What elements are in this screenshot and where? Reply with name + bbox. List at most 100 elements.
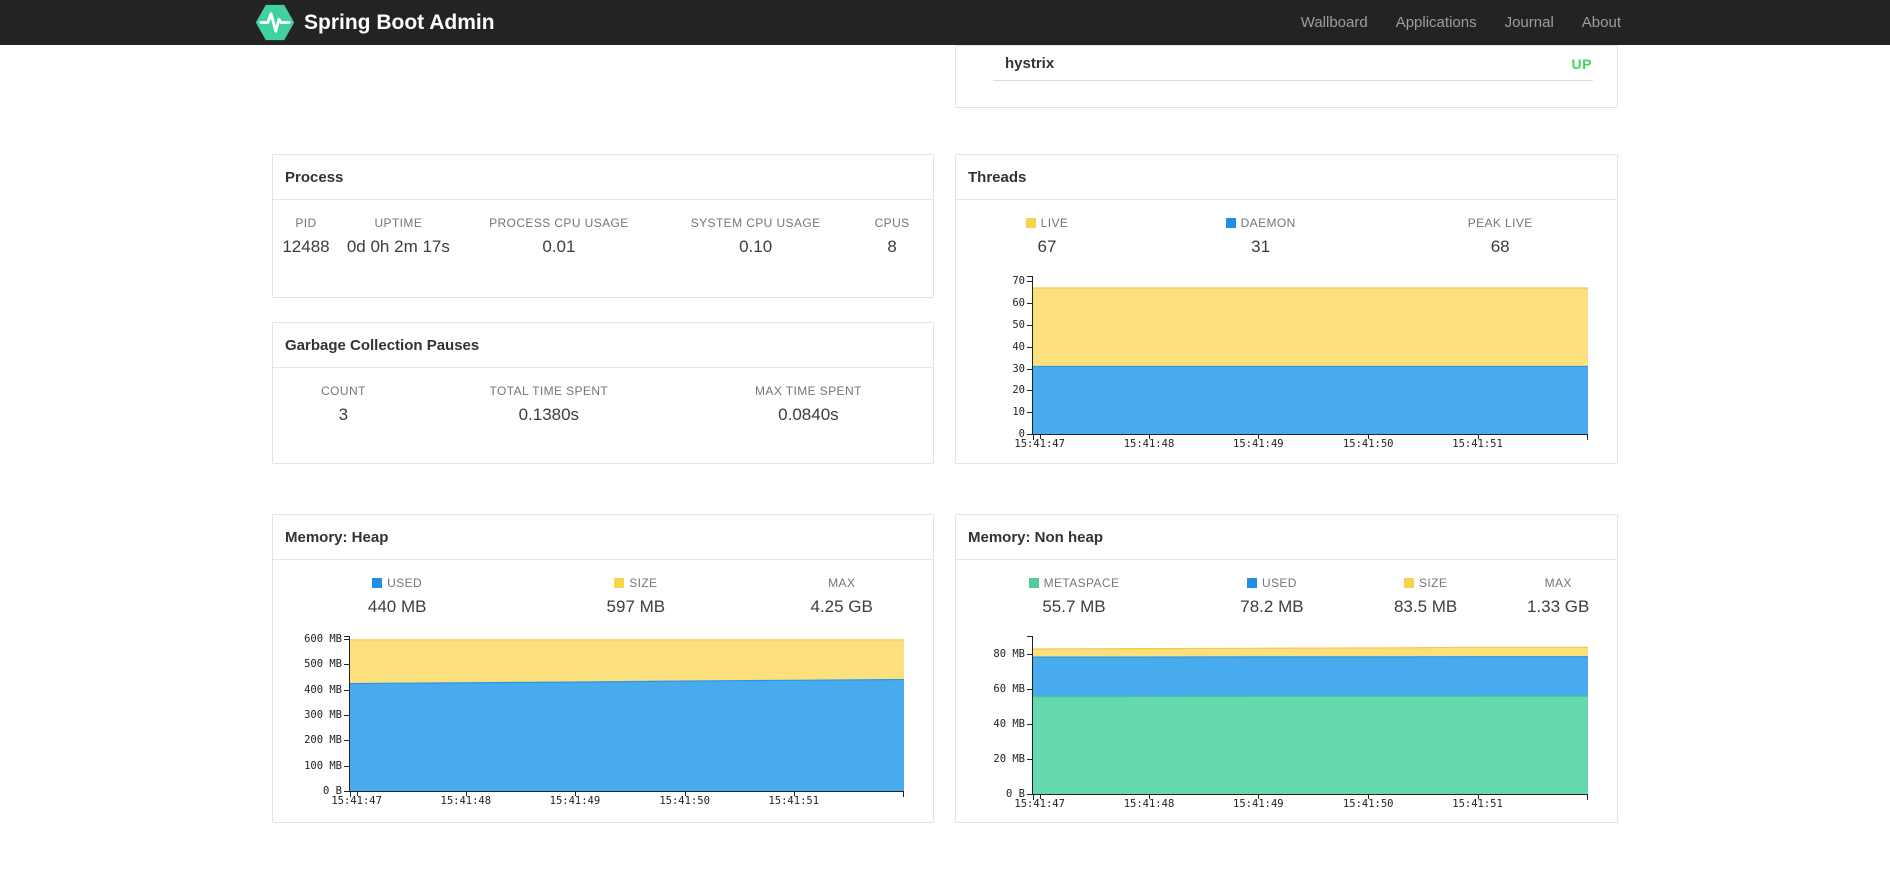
daemon-series-swatch-icon	[1225, 218, 1236, 228]
metric-value: 0.10	[739, 237, 773, 256]
memory-heap-card-title: Memory: Heap	[273, 515, 933, 560]
process-card-title: Process	[273, 155, 933, 200]
x-tick-label: 15:41:51	[1452, 798, 1503, 810]
x-tick-mark	[356, 791, 358, 796]
metric-value: 440 MB	[367, 597, 427, 616]
y-tick-mark	[344, 689, 349, 691]
y-tick-mark	[344, 715, 349, 717]
process-card: Process PID UPTIME PROCESS CPU USAGE SYS…	[272, 154, 934, 298]
y-tick-label: 20	[1012, 384, 1025, 397]
legend-item-used: USED	[273, 560, 521, 590]
metric-value: 0.01	[542, 237, 576, 256]
navbar: Spring Boot Admin Wallboard Applications…	[0, 0, 1890, 45]
y-tick-mark	[1027, 434, 1032, 435]
live-series-swatch-icon	[1025, 218, 1036, 228]
nav-item-wallboard[interactable]: Wallboard	[1300, 14, 1368, 31]
x-tick-label: 15:41:47	[1014, 798, 1065, 810]
area-series-metaspace	[1033, 696, 1588, 794]
y-tick-mark	[1027, 325, 1032, 327]
memory-heap-legend: USED SIZE MAX 440 MB 597 MB 4.25 GB	[273, 560, 933, 627]
y-tick-mark	[1027, 758, 1032, 760]
legend-item-max: MAX	[828, 576, 856, 590]
x-tick-label: 15:41:47	[331, 795, 382, 807]
legend-item-size: SIZE	[1352, 560, 1499, 590]
x-tick-label: 15:41:49	[549, 795, 601, 807]
legend-item-daemon: DAEMON	[1138, 200, 1383, 230]
size-series-swatch-icon	[614, 578, 625, 588]
y-tick-label: 0 B	[323, 785, 342, 797]
x-tick-label: 15:41:51	[768, 795, 820, 807]
left-column: Process PID UPTIME PROCESS CPU USAGE SYS…	[272, 45, 934, 823]
application-status-card: hystrix UP	[955, 45, 1618, 108]
metric-value: 0.1380s	[518, 405, 580, 424]
memory-nonheap-card-title: Memory: Non heap	[956, 515, 1617, 560]
y-tick-label: 300 MB	[304, 709, 342, 722]
axis-end-tick	[344, 636, 350, 637]
gc-card-title: Garbage Collection Pauses	[273, 323, 933, 368]
x-tick-label: 15:41:48	[440, 795, 492, 807]
x-tick-label: 15:41:48	[1123, 438, 1175, 450]
metric-value: 597 MB	[606, 597, 666, 616]
metric-value: 67	[1037, 237, 1057, 256]
x-tick-mark	[1258, 434, 1260, 439]
y-tick-label: 200 MB	[304, 734, 342, 747]
y-tick-label: 500 MB	[304, 658, 342, 671]
size-series-swatch-icon	[1403, 578, 1414, 588]
threads-card-title: Threads	[956, 155, 1617, 200]
area-series-daemon	[1033, 366, 1588, 434]
y-tick-mark	[344, 765, 349, 767]
y-tick-label: 70	[1012, 275, 1025, 288]
y-tick-label: 80 MB	[993, 647, 1025, 660]
y-tick-label: 600 MB	[304, 633, 342, 646]
metric-value: 68	[1490, 237, 1510, 256]
y-tick-label: 40	[1012, 340, 1025, 353]
metric-value: 3	[338, 405, 349, 424]
legend-item-used: USED	[1192, 560, 1352, 590]
x-tick-mark	[684, 791, 686, 796]
area-series-used	[350, 679, 904, 791]
y-tick-label: 60 MB	[993, 682, 1025, 695]
legend-item-size: SIZE	[521, 560, 750, 590]
threads-chart: 0 10 20 30 40 50 60 70 15:41:47 15:41:48 15:41:49 1…	[1012, 275, 1588, 450]
y-tick-mark	[1027, 723, 1032, 725]
metric-label: TOTAL TIME SPENT	[489, 384, 609, 398]
y-tick-mark	[1027, 412, 1032, 414]
x-tick-label: 15:41:50	[1342, 438, 1394, 450]
nav-item-applications[interactable]: Applications	[1395, 14, 1477, 31]
legend-item-max: MAX	[1544, 576, 1572, 590]
y-tick-label: 30	[1012, 362, 1025, 375]
x-tick-mark	[793, 791, 795, 796]
x-tick-mark	[1258, 794, 1260, 799]
application-row[interactable]: hystrix UP	[993, 46, 1593, 81]
y-tick-label: 10	[1012, 406, 1025, 419]
brand-link[interactable]: Spring Boot Admin	[255, 4, 495, 41]
x-tick-mark	[1368, 434, 1370, 439]
x-tick-mark	[465, 791, 467, 796]
x-tick-mark	[1039, 434, 1041, 439]
nav-item-about[interactable]: About	[1581, 14, 1621, 31]
threads-legend: LIVE DAEMON PEAK LIVE 67 31 68	[956, 200, 1617, 267]
y-tick-mark	[344, 639, 349, 641]
threads-card: Threads LIVE DAEMON PEAK LIVE 67 31 68 0…	[955, 154, 1618, 464]
y-tick-label: 100 MB	[304, 759, 342, 772]
y-tick-mark	[1027, 794, 1032, 795]
x-tick-mark	[1039, 794, 1041, 799]
legend-item-peak-live: PEAK LIVE	[1467, 216, 1533, 230]
x-tick-mark	[1368, 794, 1370, 799]
axis-end-tick	[1027, 276, 1033, 277]
y-tick-mark	[1027, 688, 1032, 690]
x-tick-mark	[1148, 794, 1150, 799]
metric-value: 1.33 GB	[1526, 597, 1590, 616]
axis-end-tick	[1587, 794, 1588, 800]
metric-value: 4.25 GB	[810, 597, 873, 616]
x-tick-label: 15:41:50	[659, 795, 710, 807]
x-tick-label: 15:41:47	[1014, 438, 1065, 450]
y-tick-label: 400 MB	[304, 683, 342, 696]
used-series-swatch-icon	[372, 578, 383, 588]
metric-value: 83.5 MB	[1393, 597, 1458, 616]
y-tick-mark	[344, 664, 349, 666]
nav-item-journal[interactable]: Journal	[1504, 14, 1554, 31]
y-tick-mark	[344, 791, 349, 792]
application-status-badge: UP	[1571, 55, 1592, 72]
gc-metrics: COUNT TOTAL TIME SPENT MAX TIME SPENT 3 …	[273, 368, 933, 435]
